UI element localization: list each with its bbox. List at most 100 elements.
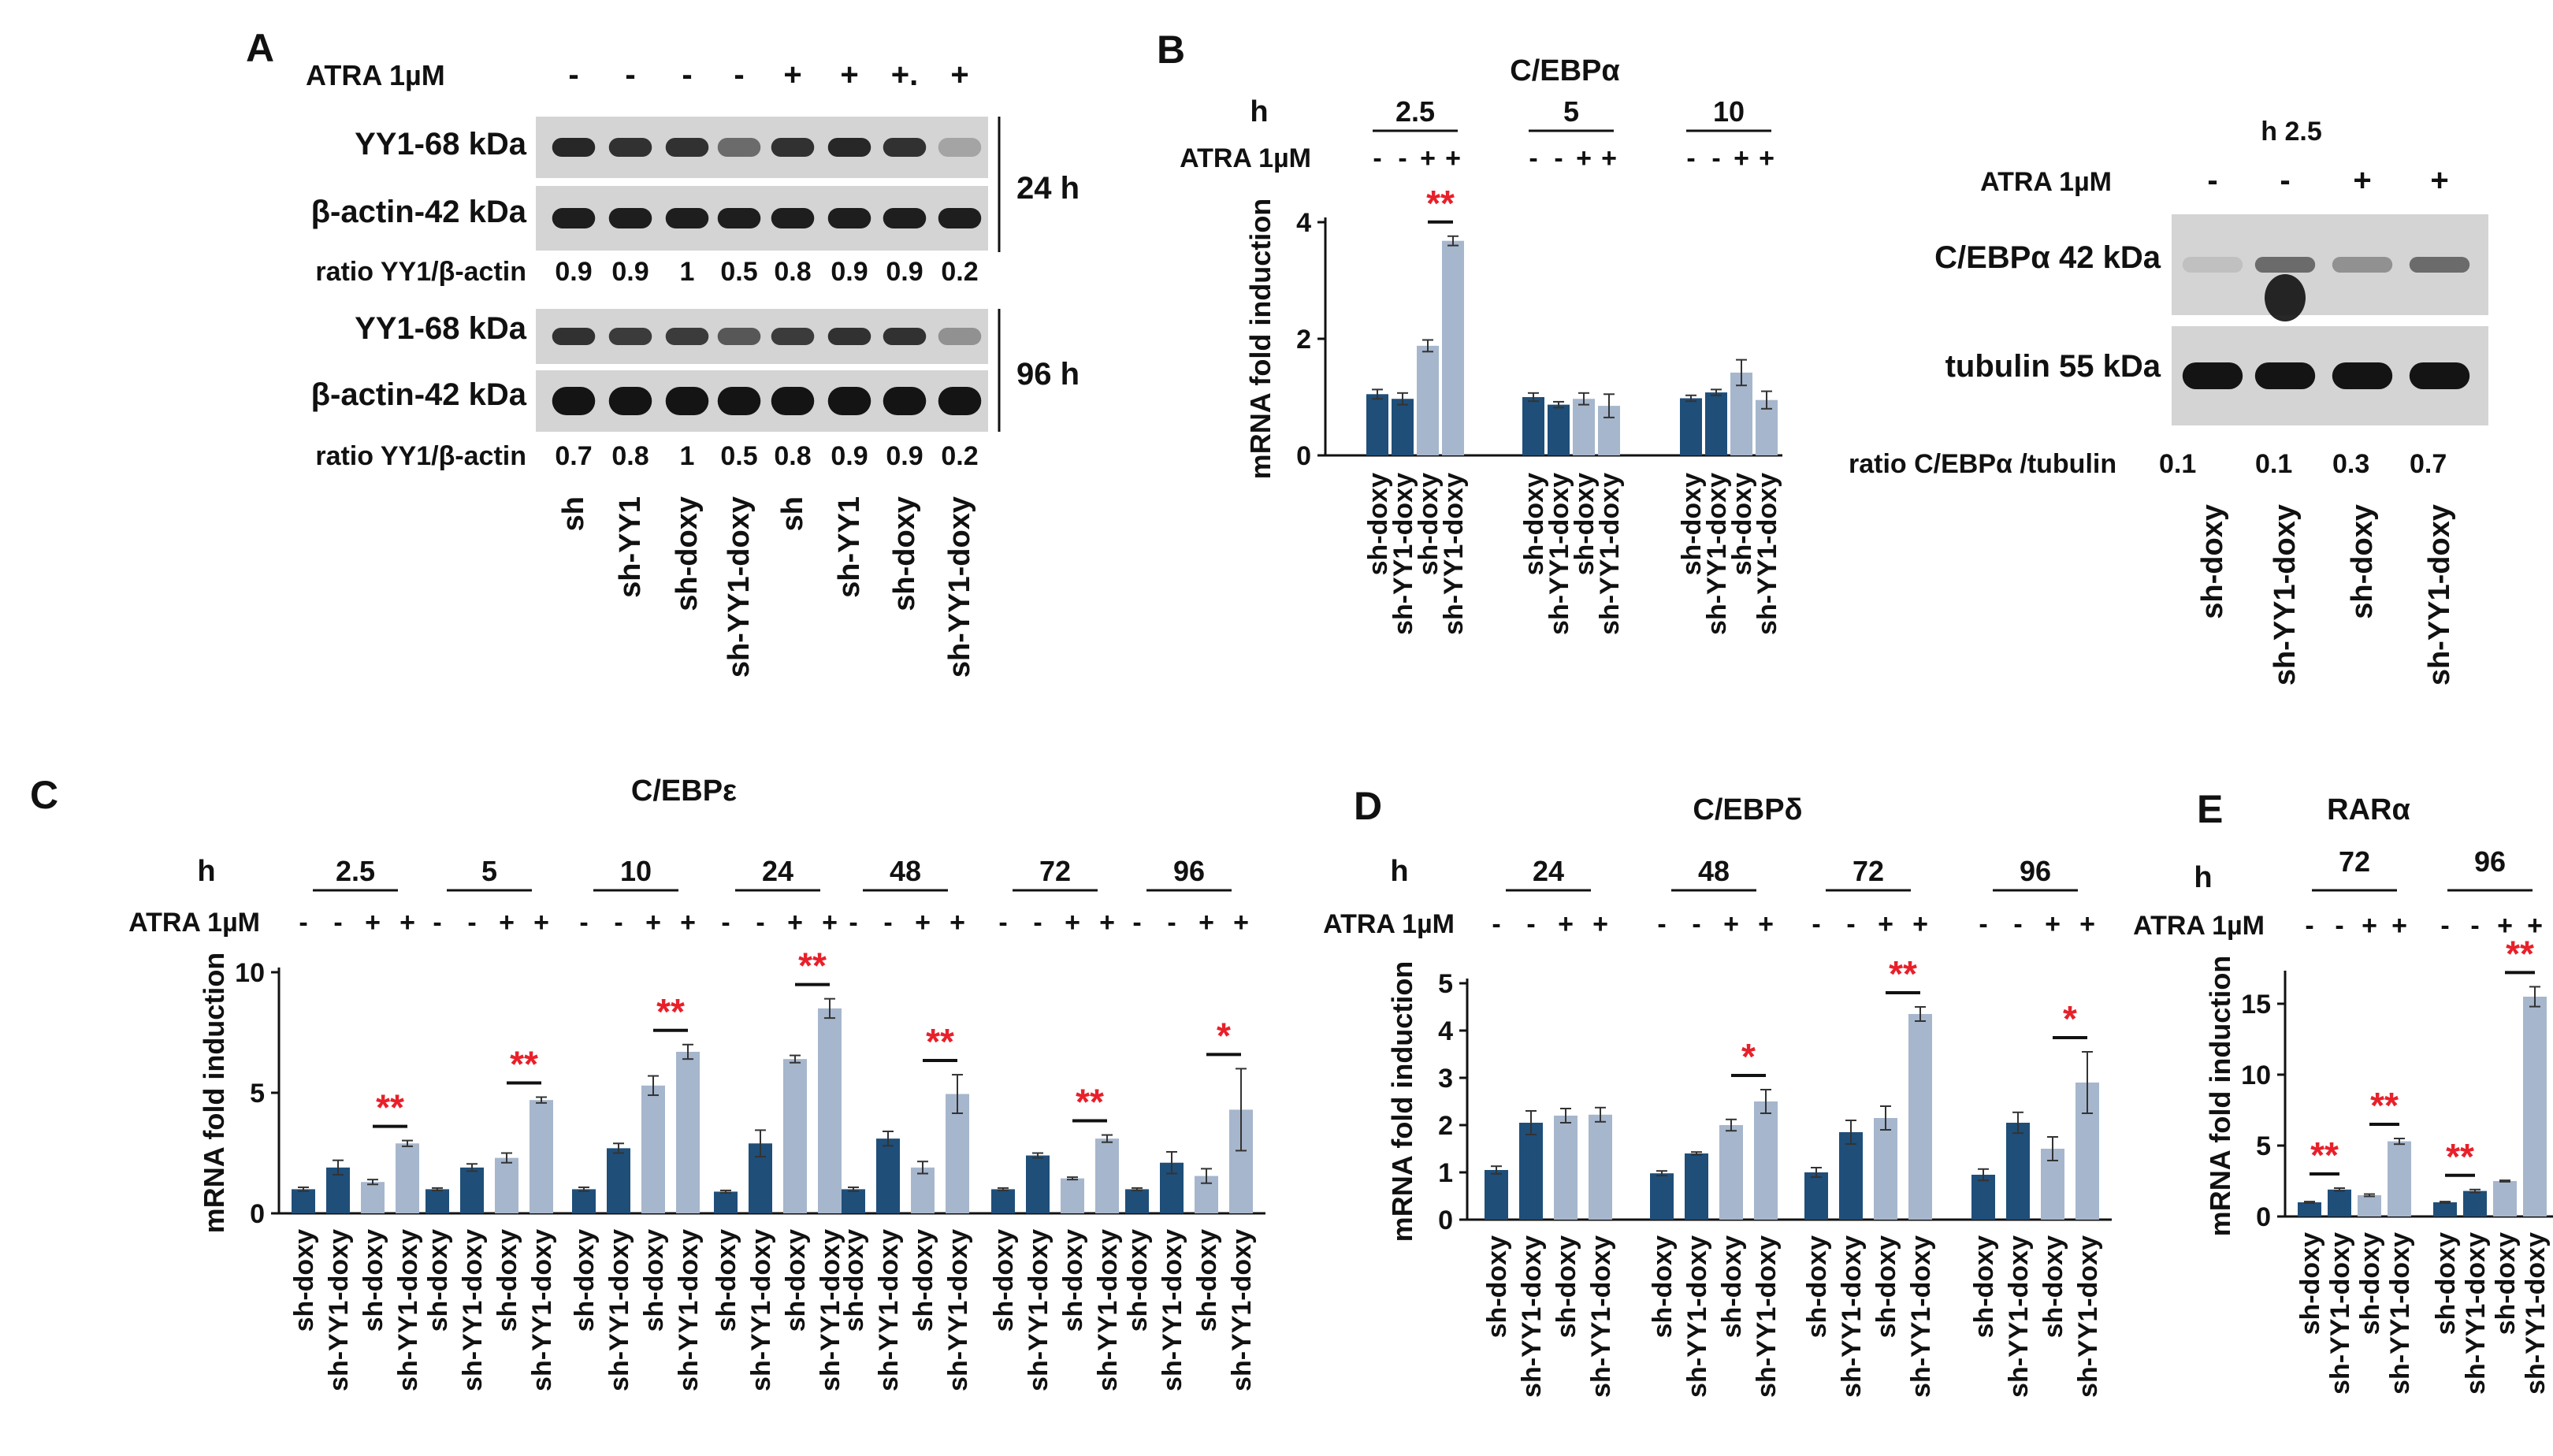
bar [396, 1143, 419, 1213]
time-label: 10 [1713, 95, 1745, 128]
ratio-value: 1 [680, 257, 695, 287]
y-tick-label: 5 [250, 1079, 265, 1109]
atra-sign: - [1167, 908, 1176, 938]
bar-label: sh-YY1-doxy [2004, 1235, 2034, 1398]
atra-sign: + [1878, 909, 1893, 939]
bar-label: sh-doxy [2491, 1232, 2521, 1335]
atra-sign: + [365, 908, 381, 938]
bar [2463, 1190, 2487, 1216]
bar-label: sh-doxy [1570, 473, 1600, 575]
atra-sign: + [915, 908, 931, 938]
bar-label: sh-YY1-doxy [1702, 473, 1732, 635]
time-label: 2.5 [1395, 95, 1435, 128]
bar-label: sh-doxy [423, 1229, 453, 1332]
bar [1908, 1014, 1932, 1220]
bar-label: sh-doxy [1969, 1235, 1999, 1338]
signif-mark: ** [2370, 1085, 2399, 1126]
bar [1519, 1123, 1543, 1220]
ratio-value: 0.9 [886, 441, 923, 471]
blot-band [608, 208, 652, 228]
lane-label: sh-doxy [2346, 504, 2379, 619]
bar-label: sh-doxy [1192, 1229, 1222, 1332]
bar-label: sh-YY1-doxy [1906, 1235, 1936, 1398]
atra-sign: - [756, 908, 764, 938]
blot-band [665, 138, 709, 157]
atra-sign: - [1526, 909, 1535, 939]
atra-sign: - [1846, 909, 1855, 939]
time-label: 2.5 [336, 855, 375, 887]
y-axis-label: mRNA fold induction [1244, 199, 1276, 480]
signif-mark: ** [1426, 183, 1455, 224]
bar-label: sh-YY1-doxy [1227, 1229, 1257, 1391]
chart-title: C/EBPδ [1693, 793, 1802, 826]
bar [361, 1182, 385, 1213]
bar-label: sh-YY1-doxy [1024, 1229, 1054, 1391]
blot-row-label: YY1-68 kDa [355, 311, 527, 346]
blot-band [827, 138, 871, 157]
blot-band [717, 208, 761, 228]
blot-band [552, 208, 596, 228]
blot-band [771, 208, 815, 228]
y-axis-label: mRNA fold induction [198, 953, 230, 1234]
bar-label: sh-YY1-doxy [1752, 1235, 1782, 1398]
atra-sign: + [2045, 909, 2061, 939]
time-label: 10 [620, 855, 652, 887]
blot-band [883, 328, 927, 345]
bar [1573, 399, 1595, 455]
bar [1680, 398, 1702, 455]
atra-sign: - [883, 908, 892, 938]
atra-label: ATRA 1µM [2133, 911, 2265, 941]
bar [911, 1167, 935, 1213]
atra-sign: - [1979, 909, 1987, 939]
atra-label: ATRA 1µM [306, 59, 445, 91]
bar-label: sh-doxy [712, 1229, 741, 1332]
atra-sign: - [1657, 909, 1666, 939]
bar [292, 1189, 315, 1213]
blot-actin-24h [536, 186, 988, 251]
bar [1366, 394, 1388, 455]
atra-sign: + [399, 908, 415, 938]
time-label: 48 [1698, 855, 1730, 887]
bar [495, 1157, 518, 1213]
ratio-value: 0.9 [611, 257, 648, 287]
bar-label: sh-YY1-doxy [874, 1229, 904, 1391]
blot-row-label: β-actin-42 kDa [311, 195, 527, 229]
atra-sign: + [2497, 911, 2513, 941]
bar-label: sh-YY1-doxy [943, 1229, 973, 1391]
bar-label: sh-YY1-doxy [1093, 1229, 1123, 1391]
bar [818, 1008, 842, 1213]
y-tick-label: 3 [1438, 1064, 1453, 1094]
blot-band [2182, 362, 2243, 389]
bar [1685, 1153, 1708, 1220]
ratio-value: 0.1 [2159, 449, 2196, 479]
atra-sign: - [579, 908, 588, 938]
atra-sign: - [614, 908, 622, 938]
blot-band [665, 387, 709, 415]
atra-sign: - [734, 58, 744, 92]
ratio-value: 1 [680, 441, 695, 471]
signif-mark: ** [2310, 1135, 2339, 1176]
bar [1804, 1172, 1828, 1220]
blot-band [771, 328, 815, 345]
blot-time-label: h 2.5 [2261, 117, 2321, 147]
bar [1417, 345, 1439, 455]
blot-band [608, 387, 652, 415]
atra-label: ATRA 1µM [1180, 143, 1311, 173]
atra-sign: + [1723, 909, 1739, 939]
bar-label: sh-YY1-doxy [2325, 1232, 2355, 1395]
blot-row-label: β-actin-42 kDa [311, 377, 527, 412]
bar-label: sh-YY1-doxy [1837, 1235, 1867, 1398]
atra-sign: - [1033, 908, 1042, 938]
bar [676, 1051, 700, 1213]
blot-yy1-24h [536, 117, 988, 178]
blot-band [717, 387, 761, 415]
bar [572, 1189, 596, 1213]
bar [1839, 1132, 1863, 1220]
atra-sign: - [467, 908, 476, 938]
atra-sign: + [499, 908, 515, 938]
bar-label: sh-YY1-doxy [604, 1229, 634, 1391]
bar [2358, 1195, 2381, 1216]
ratio-label: ratio YY1/β-actin [315, 441, 526, 471]
signif-mark: ** [798, 945, 827, 986]
